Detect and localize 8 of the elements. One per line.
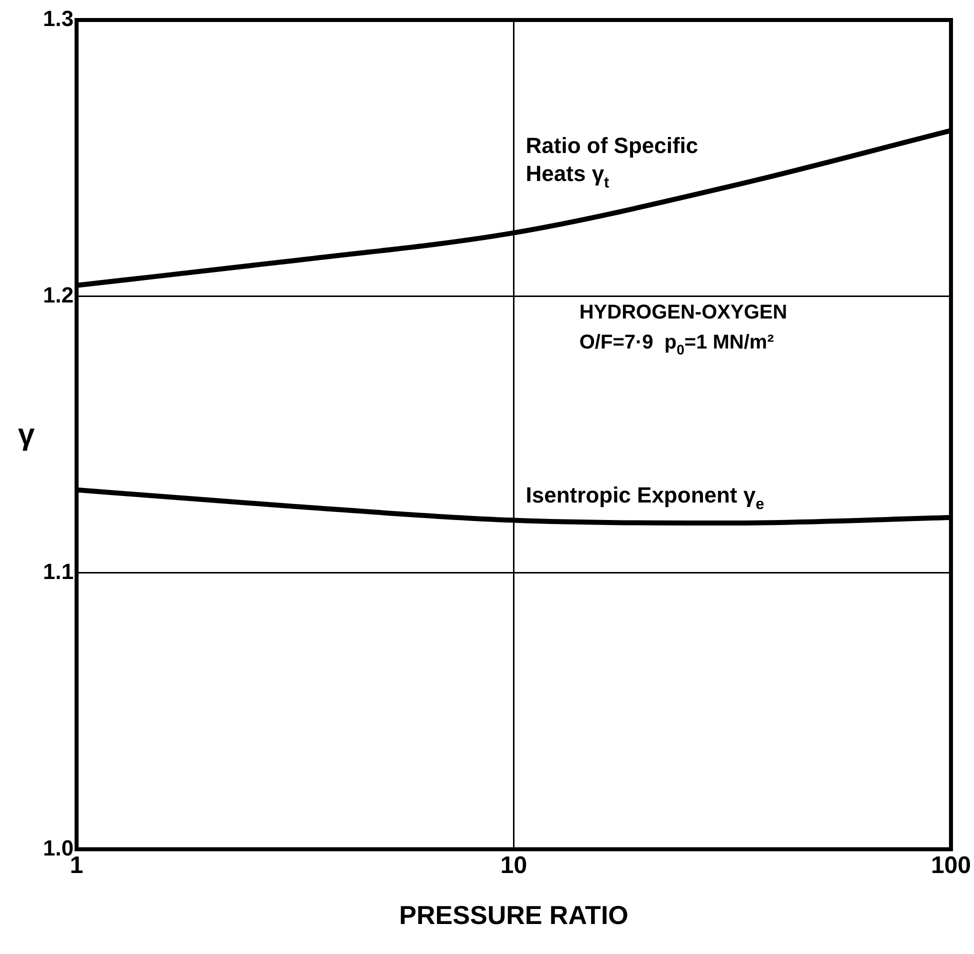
x-tick-label: 10: [500, 852, 528, 880]
y-tick-label: 1.1: [42, 558, 74, 584]
annotation: HYDROGEN-OXYGEN: [579, 302, 788, 324]
x-tick-label: 100: [930, 852, 971, 880]
y-tick-label: 1.2: [42, 282, 74, 308]
y-tick-label: 1.3: [42, 6, 74, 32]
y-axis-title: γ: [18, 418, 35, 452]
x-axis-title: PRESSURE RATIO: [399, 900, 628, 930]
